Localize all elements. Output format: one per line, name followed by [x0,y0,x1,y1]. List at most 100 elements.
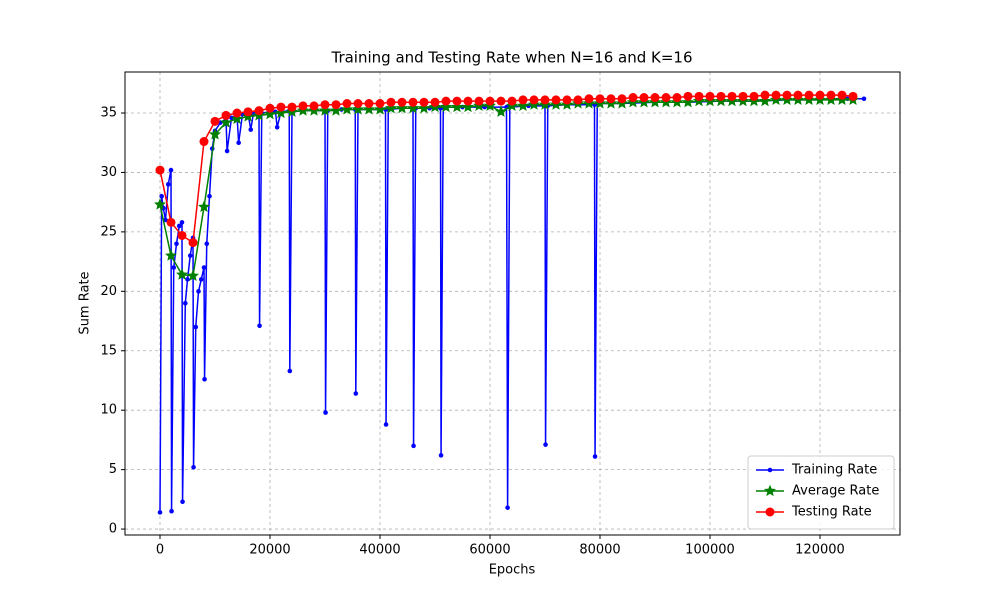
y-tick-label: 5 [109,462,117,477]
point [199,137,209,147]
point [157,510,163,515]
point [573,95,583,105]
point [543,442,548,447]
point [592,454,598,459]
series-line [159,99,853,277]
point [438,453,444,458]
point [287,102,297,112]
point [298,101,308,111]
point [187,269,199,281]
point [323,410,328,415]
point [617,94,627,104]
point [396,101,409,114]
point [207,193,212,199]
point [221,110,231,120]
point [767,467,773,473]
point [248,127,254,132]
point [804,90,814,100]
point [765,507,775,517]
point [341,103,353,115]
point [198,277,204,282]
point [793,90,803,100]
point [177,230,187,240]
point [342,99,352,109]
point [243,107,253,117]
point [210,116,220,126]
point [826,90,836,100]
point [276,102,286,112]
point [159,193,164,199]
point [353,99,363,109]
point [320,100,330,110]
point [682,96,694,108]
point [727,91,737,101]
point [705,91,715,101]
point [364,99,374,109]
point [441,96,451,106]
x-tick-label: 60000 [469,543,510,558]
point [485,96,495,106]
point [452,96,462,106]
point [187,253,193,258]
point [353,391,359,396]
point [331,100,341,110]
point [232,108,242,118]
point [517,99,530,111]
point [496,96,506,106]
point [236,140,241,146]
point [529,95,539,105]
legend-box [747,455,895,530]
point [171,265,177,270]
point [179,220,185,225]
point [176,223,182,229]
point [661,93,671,103]
point [408,97,418,107]
point [319,104,331,116]
point [176,268,188,280]
point [180,499,185,505]
point [257,323,262,329]
point [163,217,168,223]
point [185,277,190,282]
point [848,91,858,101]
point [352,103,364,115]
point [639,93,649,103]
point [275,106,287,119]
point [229,115,234,121]
point [274,124,280,130]
point [188,238,198,248]
point [386,97,396,107]
point [168,167,174,173]
point [374,103,386,115]
point [606,94,616,104]
point [196,289,201,294]
legend-label: Testing Rate [791,505,872,520]
x-axis-label: Epochs [489,563,536,578]
point [505,505,510,510]
point [154,198,166,210]
point [474,96,484,106]
legend: Training Rate Average Rate Testing Rate [747,455,895,530]
y-tick-label: 20 [100,284,117,299]
point [254,106,264,116]
point [463,96,473,106]
point [562,95,572,105]
point [174,241,179,247]
point [202,376,207,382]
point [411,443,416,449]
point [193,324,199,330]
axes-frame [124,71,901,536]
point [224,148,230,154]
point [628,93,638,103]
point [551,95,561,105]
point [385,101,398,114]
point [771,90,781,100]
point [540,95,550,105]
x-tick-label: 0 [156,543,164,558]
y-axis-label: Sum Rate [78,271,93,334]
point [198,200,211,213]
point [815,90,825,100]
x-tick-label: 100000 [685,543,735,558]
point [165,249,177,261]
